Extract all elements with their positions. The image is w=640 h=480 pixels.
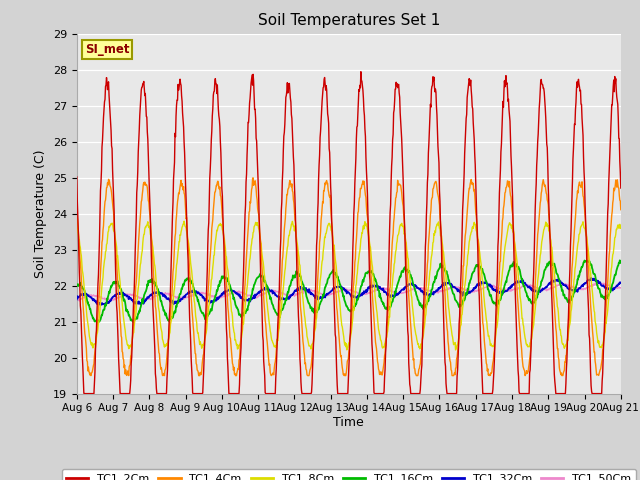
- Text: SI_met: SI_met: [85, 43, 129, 56]
- TC1_16Cm: [617, 260, 625, 265]
- TC1_32Cm: [381, 289, 389, 295]
- TC1_8Cm: [564, 337, 572, 343]
- Line: TC1_16Cm: TC1_16Cm: [77, 260, 621, 322]
- TC1_50Cm: [280, 290, 287, 296]
- TC1_16Cm: [143, 287, 150, 293]
- TC1_2Cm: [280, 148, 287, 154]
- Y-axis label: Soil Temperature (C): Soil Temperature (C): [35, 149, 47, 278]
- Legend: TC1_2Cm, TC1_4Cm, TC1_8Cm, TC1_16Cm, TC1_32Cm, TC1_50Cm: TC1_2Cm, TC1_4Cm, TC1_8Cm, TC1_16Cm, TC1…: [61, 469, 636, 480]
- Line: TC1_50Cm: TC1_50Cm: [77, 283, 621, 301]
- TC1_32Cm: [98, 302, 106, 308]
- TC1_32Cm: [280, 295, 287, 301]
- Title: Soil Temperatures Set 1: Soil Temperatures Set 1: [258, 13, 440, 28]
- Line: TC1_2Cm: TC1_2Cm: [77, 72, 621, 394]
- TC1_16Cm: [73, 283, 81, 288]
- TC1_4Cm: [73, 210, 81, 216]
- TC1_16Cm: [280, 305, 287, 311]
- TC1_50Cm: [592, 280, 600, 286]
- TC1_2Cm: [143, 114, 150, 120]
- TC1_8Cm: [578, 223, 586, 228]
- TC1_2Cm: [382, 343, 390, 348]
- TC1_2Cm: [357, 69, 365, 74]
- TC1_8Cm: [142, 225, 150, 230]
- TC1_2Cm: [578, 102, 586, 108]
- TC1_16Cm: [591, 271, 598, 277]
- TC1_16Cm: [91, 319, 99, 324]
- TC1_50Cm: [617, 285, 625, 290]
- TC1_16Cm: [563, 296, 571, 302]
- Line: TC1_32Cm: TC1_32Cm: [77, 278, 621, 305]
- TC1_50Cm: [381, 286, 389, 291]
- TC1_4Cm: [280, 235, 287, 241]
- TC1_16Cm: [616, 257, 623, 263]
- TC1_2Cm: [81, 391, 88, 396]
- TC1_4Cm: [578, 182, 586, 188]
- TC1_50Cm: [563, 281, 571, 287]
- TC1_4Cm: [382, 336, 390, 342]
- TC1_8Cm: [591, 319, 599, 324]
- TC1_8Cm: [73, 224, 81, 229]
- TC1_2Cm: [73, 174, 81, 180]
- TC1_2Cm: [564, 338, 572, 344]
- TC1_32Cm: [563, 284, 571, 289]
- TC1_2Cm: [617, 185, 625, 191]
- TC1_32Cm: [617, 280, 625, 286]
- TC1_4Cm: [564, 338, 572, 344]
- TC1_4Cm: [143, 181, 150, 187]
- TC1_4Cm: [87, 373, 95, 379]
- TC1_50Cm: [143, 296, 150, 302]
- TC1_8Cm: [180, 218, 188, 224]
- TC1_32Cm: [591, 276, 599, 282]
- TC1_50Cm: [73, 298, 81, 303]
- TC1_16Cm: [381, 306, 389, 312]
- TC1_32Cm: [577, 284, 585, 290]
- TC1_50Cm: [591, 281, 598, 287]
- TC1_50Cm: [577, 286, 585, 292]
- TC1_16Cm: [577, 266, 585, 272]
- TC1_50Cm: [76, 298, 83, 304]
- TC1_4Cm: [617, 207, 625, 213]
- TC1_8Cm: [617, 223, 625, 229]
- Line: TC1_8Cm: TC1_8Cm: [77, 221, 621, 350]
- TC1_8Cm: [452, 347, 460, 353]
- Line: TC1_4Cm: TC1_4Cm: [77, 178, 621, 376]
- X-axis label: Time: Time: [333, 416, 364, 429]
- TC1_32Cm: [73, 297, 81, 302]
- TC1_32Cm: [143, 296, 150, 302]
- TC1_32Cm: [588, 275, 595, 281]
- TC1_4Cm: [591, 358, 599, 364]
- TC1_8Cm: [381, 337, 389, 343]
- TC1_8Cm: [280, 286, 287, 291]
- TC1_2Cm: [591, 391, 599, 396]
- TC1_4Cm: [249, 175, 257, 180]
